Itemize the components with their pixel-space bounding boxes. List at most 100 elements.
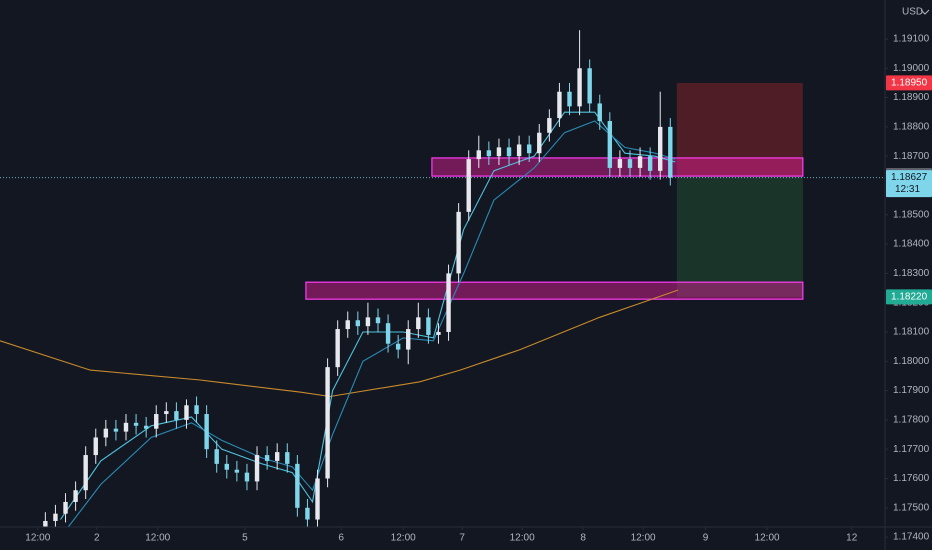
candle-body: [557, 91, 562, 119]
y-tick-label: 1.18100: [893, 327, 930, 338]
currency-label[interactable]: USD: [902, 7, 923, 18]
candle-body: [466, 159, 471, 212]
candle-body: [335, 329, 340, 368]
time-axis: [0, 527, 932, 550]
candle-body: [103, 428, 109, 438]
last-price-box: [886, 170, 932, 198]
price-label: 1.18220: [891, 291, 928, 302]
candle-body: [658, 126, 663, 171]
candle-body: [486, 150, 492, 157]
x-tick-label: 7: [459, 533, 465, 544]
candle-body: [537, 132, 542, 154]
y-tick-label: 1.18700: [893, 151, 930, 162]
y-tick-label: 1.17400: [893, 532, 930, 543]
position-profit: [676, 175, 803, 297]
candle-body: [234, 469, 240, 473]
y-tick-label: 1.18500: [893, 209, 930, 220]
candle-body: [385, 323, 391, 344]
candle-body: [63, 501, 68, 514]
x-tick-label: 12:00: [510, 533, 535, 544]
candle-body: [365, 317, 371, 327]
candle-body: [83, 455, 88, 491]
candle-body: [647, 156, 653, 171]
candle-body: [113, 428, 119, 432]
candle-body: [43, 520, 48, 527]
candle-body: [274, 452, 280, 461]
candle-body: [214, 449, 219, 464]
candle-body: [53, 513, 58, 521]
y-tick-label: 1.18000: [893, 356, 930, 367]
candle-body: [355, 320, 361, 327]
x-tick-label: 12:00: [145, 533, 170, 544]
candle-body: [244, 472, 250, 482]
candle-body: [456, 211, 461, 274]
candle-body: [123, 422, 129, 432]
candle-body: [476, 150, 481, 160]
candle-body: [295, 463, 300, 508]
candle-body: [264, 455, 270, 461]
position-loss: [676, 82, 803, 176]
candle-body: [416, 317, 421, 330]
candle-body: [73, 490, 78, 502]
x-tick-label: 12: [846, 533, 858, 544]
countdown-label: 12:31: [895, 184, 920, 195]
y-tick-label: 1.17700: [893, 444, 930, 455]
plot-area: [0, 30, 885, 527]
x-tick-label: 8: [580, 533, 586, 544]
candle-body: [406, 329, 411, 350]
currency-caret: [920, 9, 930, 15]
y-tick-label: 1.19000: [893, 63, 930, 74]
candle-body: [426, 317, 431, 335]
candle-body: [143, 425, 149, 429]
candle-body: [607, 121, 613, 168]
candle-body: [506, 147, 512, 157]
candle-body: [617, 159, 623, 168]
candle-body: [567, 91, 572, 107]
price-label: 1.18950: [891, 78, 928, 89]
candle-body: [516, 144, 522, 157]
candle-body: [305, 507, 310, 520]
candle-body: [345, 320, 350, 330]
y-tick-label: 1.18800: [893, 122, 930, 133]
y-tick-label: 1.17500: [893, 502, 930, 513]
x-tick-label: 12:00: [631, 533, 656, 544]
x-tick-label: 12:00: [25, 533, 50, 544]
candle-body: [133, 422, 139, 426]
candle-body: [637, 156, 643, 168]
x-tick-label: 12:00: [755, 533, 780, 544]
candle-body: [627, 159, 633, 168]
x-tick-label: 9: [703, 533, 709, 544]
candle-body: [164, 411, 169, 415]
candle-body: [587, 68, 592, 104]
candle-body: [194, 405, 199, 415]
y-tick-label: 1.17800: [893, 415, 930, 426]
y-tick-label: 1.17600: [893, 473, 930, 484]
zone: [431, 157, 804, 177]
x-tick-label: 6: [338, 533, 344, 544]
candle-body: [547, 118, 552, 133]
candle-body: [668, 126, 673, 178]
moving-average: [67, 120, 676, 527]
candle-body: [446, 273, 451, 332]
moving-average: [0, 289, 679, 398]
y-tick-label: 1.18400: [893, 239, 930, 250]
candle-body: [93, 437, 98, 456]
candle-body: [204, 414, 209, 450]
price-label-box: [886, 75, 932, 91]
candle-body: [436, 331, 441, 335]
y-tick-label: 1.19100: [893, 34, 930, 45]
zone: [305, 281, 804, 300]
x-tick-label: 12:00: [391, 533, 416, 544]
candle-body: [254, 455, 260, 482]
candle-body: [174, 411, 179, 420]
last-price-label: 1.18627: [891, 172, 928, 183]
candle-body: [224, 463, 229, 470]
x-tick-label: 2: [94, 533, 100, 544]
candle-body: [375, 317, 381, 324]
candle-body: [395, 343, 401, 350]
candle-body: [184, 405, 189, 420]
candle-body: [526, 144, 532, 154]
